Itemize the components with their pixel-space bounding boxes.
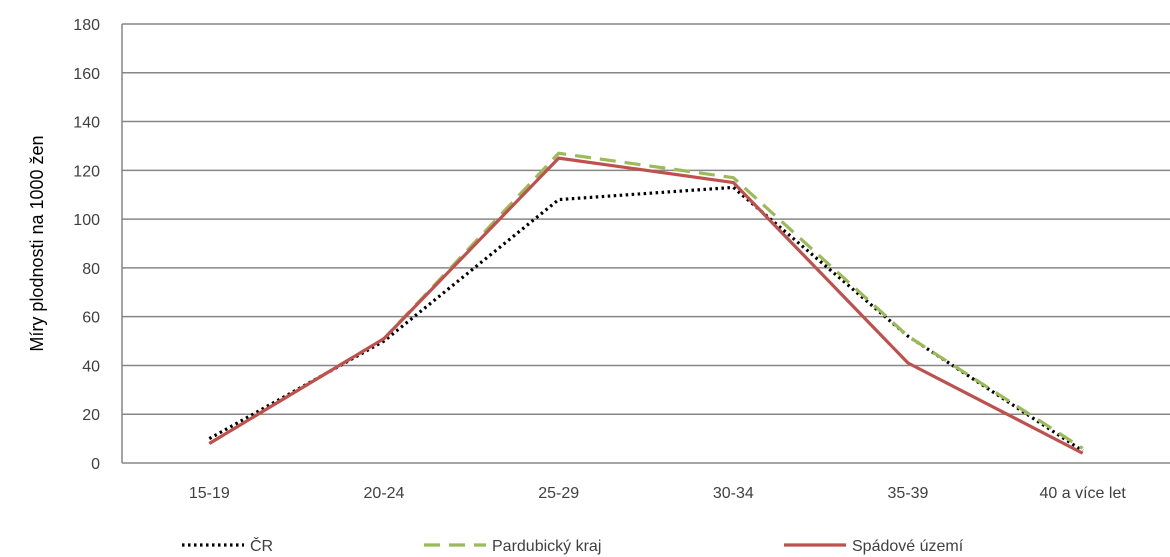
- series-line-0: [208, 185, 1084, 453]
- x-tick-label: 25-29: [538, 485, 579, 502]
- y-tick-label: 140: [73, 115, 100, 132]
- series-lines: [208, 151, 1084, 455]
- y-axis-ticks: 0 20 40 60 80 100 120 140 160 180: [73, 17, 100, 473]
- legend-label-1: Pardubický kraj: [492, 538, 601, 555]
- legend-label-2: Spádové území: [852, 538, 964, 555]
- x-tick-label: 20-24: [364, 485, 405, 502]
- y-tick-label: 80: [82, 261, 100, 278]
- x-tick-label: 40 a více let: [1040, 485, 1127, 502]
- y-tick-label: 20: [82, 407, 100, 424]
- series-line-1: [208, 151, 1084, 450]
- series-line-2: [208, 156, 1084, 455]
- x-axis-ticks: 15-19 20-24 25-29 30-34 35-39 40 a více let: [189, 485, 1126, 502]
- y-tick-label: 160: [73, 66, 100, 83]
- y-axis-title: Míry plodnosti na 1000 žen: [27, 135, 47, 351]
- y-tick-label: 40: [82, 358, 100, 375]
- y-tick-label: 100: [73, 212, 100, 229]
- legend: ČR Pardubický kraj Spádové území: [182, 536, 964, 555]
- y-tick-label: 180: [73, 17, 100, 34]
- y-tick-label: 0: [91, 456, 100, 473]
- gridlines: [121, 23, 1170, 464]
- x-tick-label: 30-34: [713, 485, 754, 502]
- x-tick-label: 15-19: [189, 485, 230, 502]
- x-tick-label: 35-39: [888, 485, 929, 502]
- y-tick-label: 120: [73, 163, 100, 180]
- legend-label-0: ČR: [250, 536, 273, 555]
- y-tick-label: 60: [82, 310, 100, 327]
